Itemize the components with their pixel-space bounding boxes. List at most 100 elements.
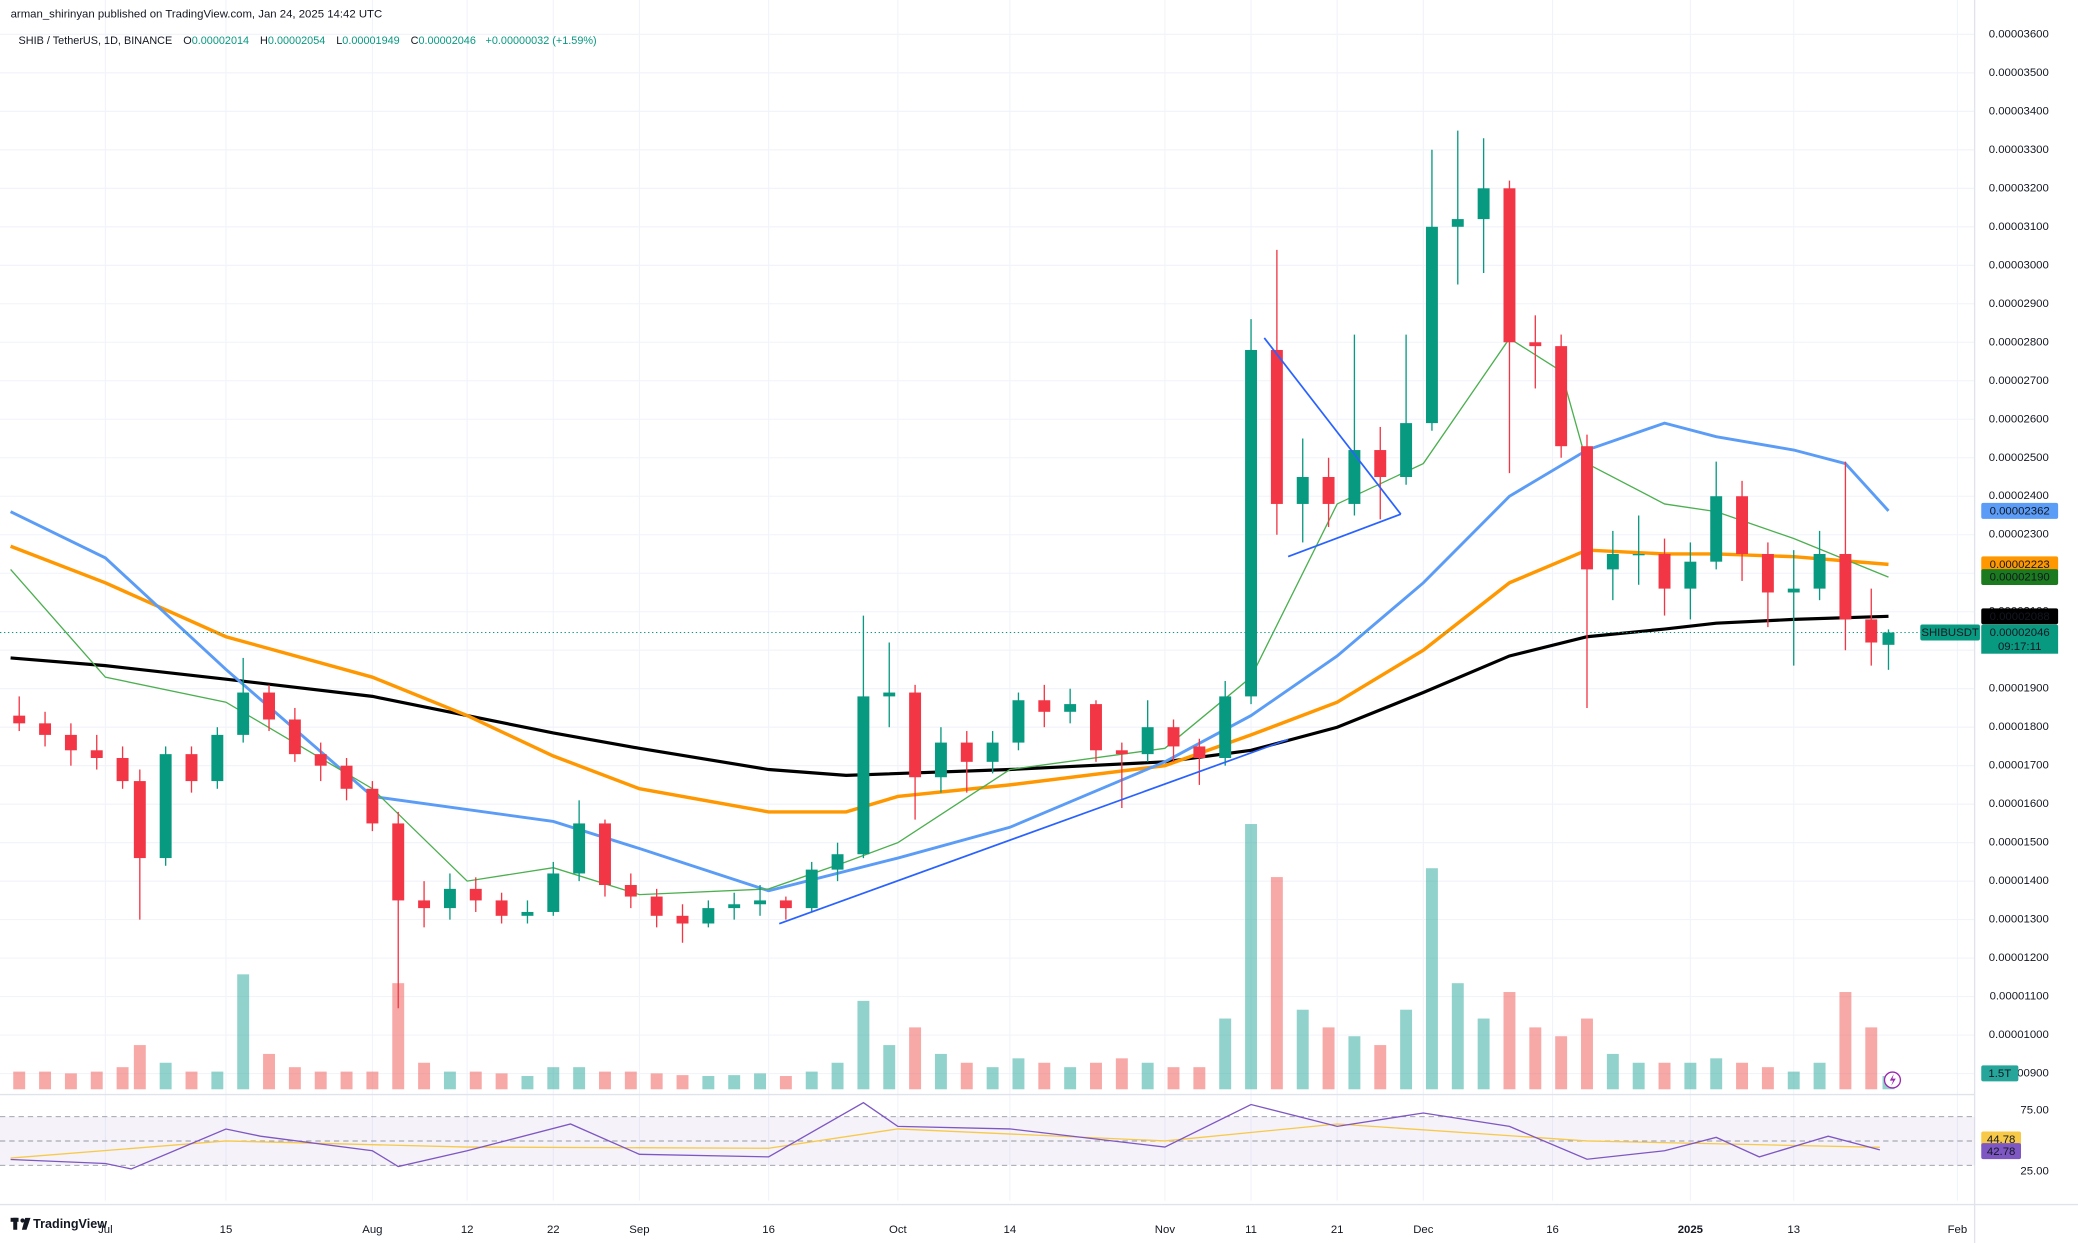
volume-bar <box>1425 868 1438 1090</box>
volume-bar <box>1761 1067 1774 1090</box>
x-tick-label: Feb <box>1948 1224 1968 1236</box>
candle-body <box>1193 746 1206 758</box>
volume-bar <box>779 1076 792 1090</box>
volume-bar <box>547 1067 560 1090</box>
volume-bar <box>469 1071 482 1090</box>
candle-body <box>1865 619 1878 643</box>
alert-icon[interactable] <box>1883 1071 1902 1089</box>
candle-body <box>1736 496 1749 554</box>
volume-bar <box>650 1073 663 1090</box>
published-line: arman_shirinyan published on TradingView… <box>11 9 383 21</box>
candle-body <box>857 696 870 855</box>
y-tick-label: 0.00001400 <box>1989 875 2049 887</box>
candle-body <box>779 900 792 909</box>
volume-bar <box>263 1053 275 1090</box>
volume-bar <box>857 1000 870 1090</box>
x-tick-label: 21 <box>1331 1224 1344 1236</box>
candle-body <box>366 788 379 824</box>
ohlc-key: H <box>260 35 268 47</box>
candle-body <box>1503 188 1516 343</box>
volume-bar <box>288 1067 301 1090</box>
candle-body <box>547 873 560 912</box>
price-badge: 1.5T <box>1981 1065 2019 1082</box>
rsi-ma-line <box>10 1123 1880 1159</box>
candle-body <box>1710 496 1723 562</box>
trend-line <box>1263 337 1402 515</box>
badge-label: 0.00002362 <box>1990 506 2050 518</box>
candle-body <box>1322 476 1335 504</box>
y-tick-label: 0.00002300 <box>1989 529 2049 541</box>
rsi-tick-label: 25.00 <box>2020 1165 2048 1177</box>
candle-body <box>702 908 715 924</box>
candle-body <box>1270 349 1283 504</box>
volume-bar <box>1581 1018 1593 1090</box>
volume-bar <box>1606 1053 1619 1090</box>
moving-average <box>10 337 1889 896</box>
candle-body <box>1839 553 1852 620</box>
volume-bar <box>443 1071 456 1090</box>
volume-bar <box>573 1067 586 1090</box>
volume-bar <box>1529 1027 1542 1090</box>
candle-body <box>1090 704 1102 751</box>
volume-pane <box>13 824 1895 1090</box>
volume-bar <box>116 1067 129 1090</box>
candle-body <box>340 765 353 789</box>
candle-body <box>1374 450 1387 477</box>
candle-body <box>1038 700 1051 712</box>
y-tick-label: 0.00002800 <box>1989 336 2049 348</box>
x-tick-label: 22 <box>547 1224 560 1236</box>
candle-body <box>728 904 741 909</box>
volume-bar <box>934 1053 947 1090</box>
rsi-line <box>10 1101 1881 1170</box>
price-badge: 42.78 <box>1981 1143 2022 1160</box>
candle-body <box>133 781 146 859</box>
alert-bolt[interactable] <box>1889 1074 1896 1086</box>
candle-body <box>1813 553 1826 589</box>
volume-bar <box>1555 1036 1568 1090</box>
symbol-bg <box>1920 624 1980 641</box>
volume-bar <box>1400 1009 1413 1090</box>
y-tick-label: 0.00001700 <box>1989 760 2049 772</box>
y-tick-label: 0.00003100 <box>1989 221 2049 233</box>
countdown-bg <box>1981 639 2059 654</box>
volume-bar <box>1374 1045 1387 1090</box>
volume-bar <box>211 1071 224 1090</box>
price-badge: 0.00002190 <box>1981 569 2059 586</box>
volume-bar <box>1245 824 1258 1090</box>
x-tick-label: 16 <box>762 1224 775 1236</box>
moving-average <box>9 421 1890 893</box>
price-badge: 0.00002088 <box>1981 608 2059 625</box>
ohlc-key: L <box>336 35 342 47</box>
grid <box>0 0 1975 1201</box>
candle-body <box>1219 696 1232 758</box>
y-tick-label: 0.00001800 <box>1989 721 2049 733</box>
candle-body <box>443 888 456 909</box>
candle-body <box>116 757 129 782</box>
volume-bar <box>1451 983 1464 1090</box>
candle-body <box>1296 476 1309 504</box>
volume-bar <box>418 1062 431 1090</box>
badge-bg <box>1981 502 2059 519</box>
volume-bar <box>1064 1067 1077 1090</box>
volume-bar <box>366 1071 379 1090</box>
rsi-pane: 75.00 25.00 <box>0 1101 2049 1177</box>
volume-bar <box>1193 1067 1206 1090</box>
badge-bg <box>1981 1065 2019 1082</box>
trend-line <box>778 738 1289 925</box>
volume-bar <box>1141 1062 1154 1090</box>
candle-body <box>39 723 52 735</box>
volume-bar <box>1839 992 1852 1090</box>
candle-body <box>1787 588 1800 593</box>
volume-bar <box>676 1075 689 1090</box>
candle-body <box>1632 553 1645 556</box>
y-tick-label: 0.00001600 <box>1989 798 2049 810</box>
volume-bar <box>728 1075 741 1090</box>
x-tick-label: Oct <box>889 1224 908 1236</box>
x-tick-label: 2025 <box>1678 1224 1704 1236</box>
volume-bar <box>185 1071 198 1090</box>
price-badge: 0.00002362 <box>1981 502 2059 519</box>
candle-body <box>1684 561 1697 589</box>
brand: TradingView <box>33 1217 107 1231</box>
y-tick-label: 0.00003200 <box>1989 182 2049 194</box>
candle-body <box>469 888 482 901</box>
